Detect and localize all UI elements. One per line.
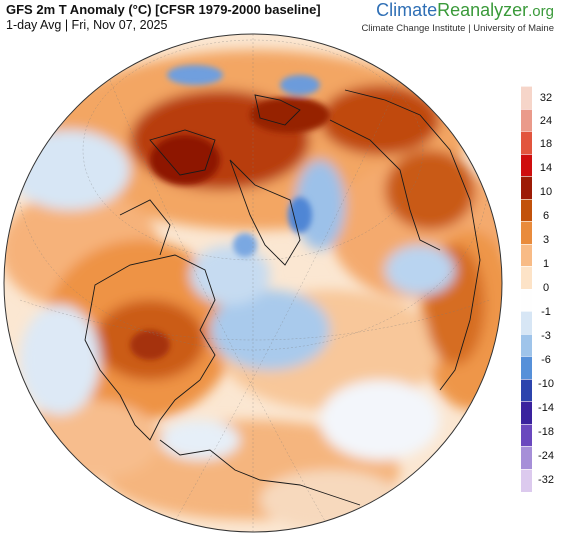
- scale-label: -10: [538, 378, 554, 390]
- scale-box-4: [521, 176, 532, 199]
- brand-affiliation: Climate Change Institute | University of…: [361, 23, 554, 34]
- scale-box-1: [521, 109, 532, 131]
- scale-box-16: [521, 446, 532, 469]
- scale-box-2: [521, 131, 532, 154]
- scale-label: 1: [542, 258, 550, 270]
- scale-label: -18: [538, 426, 554, 438]
- scale-label: 0: [542, 282, 550, 294]
- scale-box-14: [521, 401, 532, 424]
- scale-label: -6: [541, 354, 551, 366]
- scale-label: 3: [542, 234, 550, 246]
- map-subtitle: 1-day Avg | Fri, Nov 07, 2025: [6, 18, 168, 32]
- scale-label: -1: [541, 306, 551, 318]
- scale-label: -14: [538, 402, 554, 414]
- scale-box-12: [521, 356, 532, 379]
- scale-box-9: [521, 289, 532, 311]
- scale-box-17: [521, 469, 532, 492]
- scale-box-3: [521, 154, 532, 176]
- scale-box-15: [521, 424, 532, 446]
- scale-label: 18: [539, 138, 553, 150]
- map-title: GFS 2m T Anomaly (°C) [CFSR 1979-2000 ba…: [6, 2, 321, 17]
- scale-box-0: [521, 86, 532, 109]
- scale-label: 6: [542, 210, 550, 222]
- coastlines: [84, 89, 481, 506]
- brand-name: ClimateReanalyzer.org: [376, 0, 554, 20]
- scale-label: 14: [539, 162, 553, 174]
- scale-box-7: [521, 244, 532, 266]
- scale-box-13: [521, 379, 532, 401]
- scale-label: -32: [538, 474, 554, 486]
- color-scale: [521, 86, 532, 492]
- scale-box-6: [521, 221, 532, 244]
- scale-box-5: [521, 199, 532, 221]
- scale-label: 32: [539, 92, 553, 104]
- scale-label: 10: [539, 186, 553, 198]
- scale-box-11: [521, 334, 532, 356]
- scale-label: 24: [539, 115, 553, 127]
- scale-label: -3: [541, 330, 551, 342]
- globe-outline: [3, 33, 503, 533]
- brand-logo[interactable]: ClimateReanalyzer.org Climate Change Ins…: [361, 0, 554, 34]
- scale-box-10: [521, 311, 532, 334]
- scale-label: -24: [538, 450, 554, 462]
- scale-box-8: [521, 266, 532, 289]
